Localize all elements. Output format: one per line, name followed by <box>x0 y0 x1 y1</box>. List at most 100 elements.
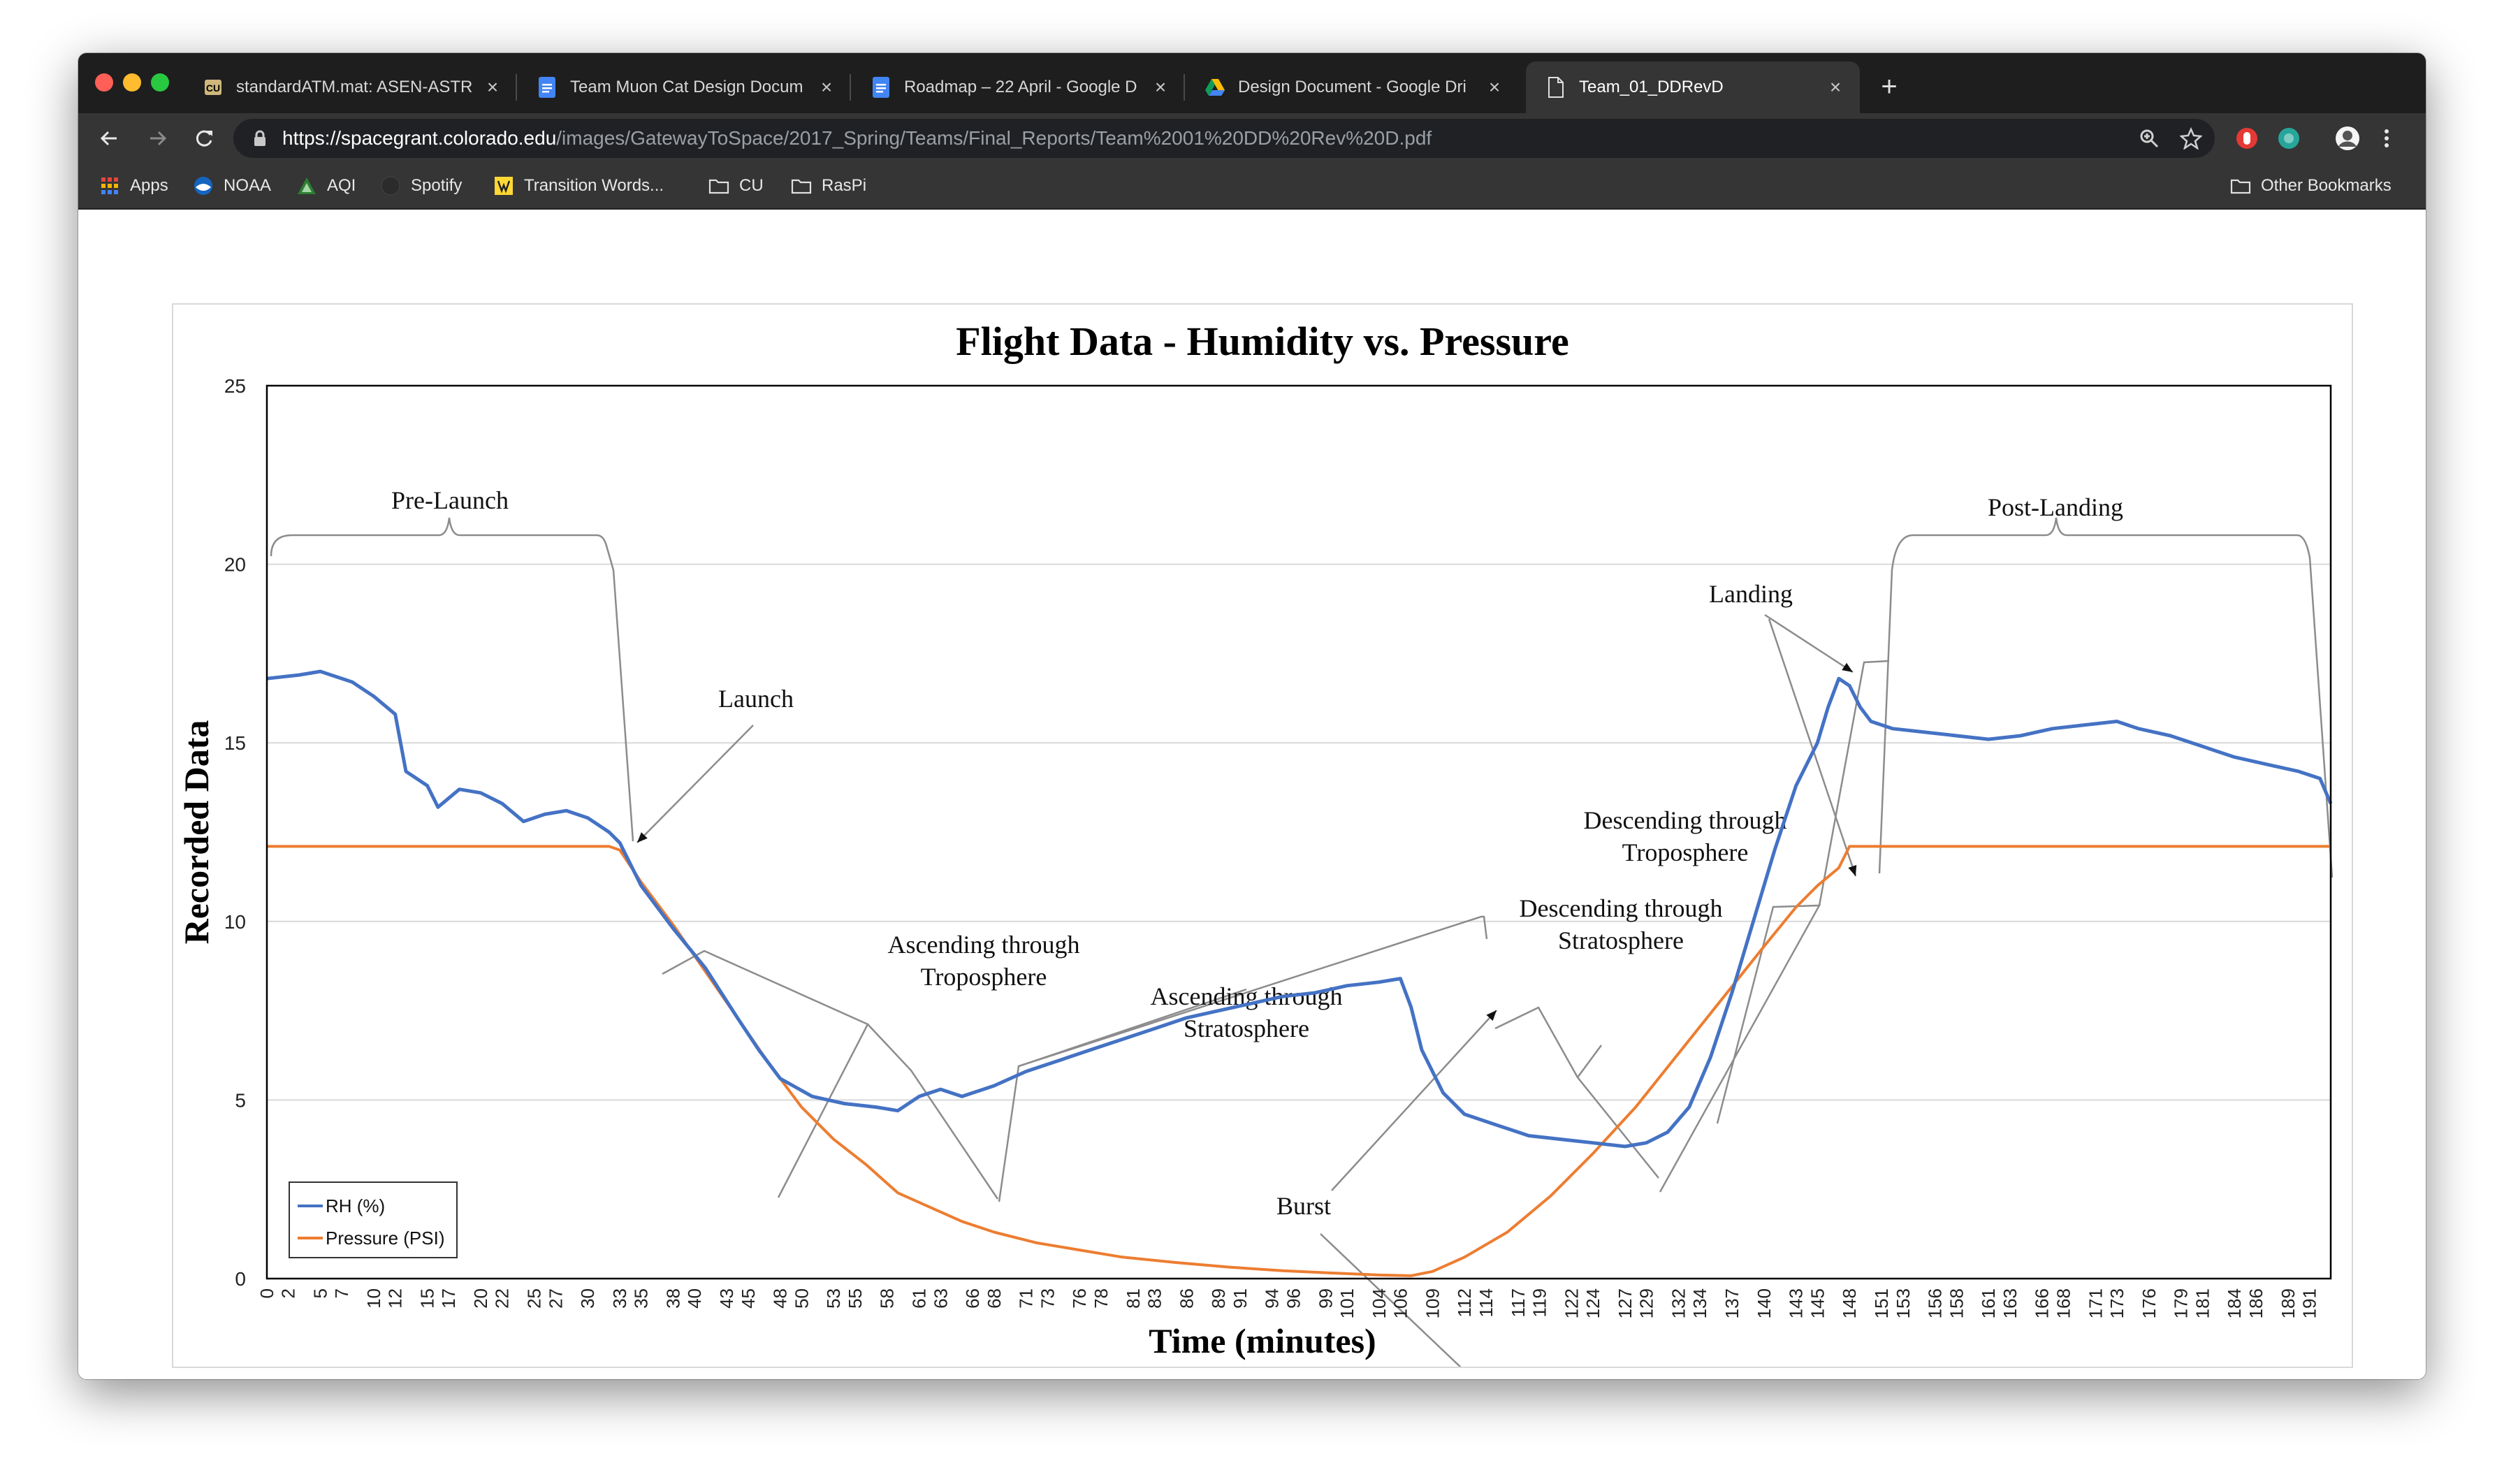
profile-avatar[interactable] <box>2334 124 2361 152</box>
x-tick-label: 73 <box>1037 1288 1058 1309</box>
y-tick-label: 25 <box>224 375 246 397</box>
bookmark-folder-raspi[interactable]: RasPi <box>791 163 866 208</box>
burst-upper-pointer <box>1331 1010 1497 1191</box>
browser-toolbar: https://spacegrant.colorado.edu/images/G… <box>78 113 2426 163</box>
bookmark-apps[interactable]: Apps <box>99 163 168 208</box>
bookmark-transition-words[interactable]: Transition Words... <box>493 163 664 208</box>
bookmark-noaa[interactable]: NOAA <box>193 163 271 208</box>
browser-window: CU standardATM.mat: ASEN-ASTR × Team Muo… <box>78 53 2426 1379</box>
x-tick-label: 7 <box>331 1288 352 1298</box>
x-tick-label: 50 <box>791 1288 812 1309</box>
x-tick-label: 35 <box>631 1288 652 1309</box>
address-bar[interactable]: https://spacegrant.colorado.edu/images/G… <box>233 119 2215 158</box>
annotation-label: Post-Landing <box>1988 493 2123 521</box>
x-tick-label: 166 <box>2032 1288 2053 1318</box>
x-tick-label: 58 <box>877 1288 898 1309</box>
bookmark-spotify[interactable]: Spotify <box>380 163 462 208</box>
x-tick-label: 5 <box>310 1288 331 1298</box>
new-tab-button[interactable]: + <box>1881 71 1898 102</box>
annotation-label: Ascending through Troposphere <box>888 931 1080 991</box>
launch-pointer <box>636 725 754 843</box>
bookmark-folder-cu[interactable]: CU <box>708 163 764 208</box>
x-tick-label: 106 <box>1390 1288 1411 1318</box>
asc-tropo-callout <box>867 1024 999 1200</box>
x-tick-label: 101 <box>1337 1288 1357 1318</box>
back-button[interactable] <box>92 122 126 155</box>
x-tick-label: 189 <box>2278 1288 2299 1318</box>
tab-title: standardATM.mat: ASEN-ASTR <box>236 78 473 96</box>
x-tick-label: 96 <box>1283 1288 1304 1309</box>
extension-red-icon[interactable] <box>2233 124 2261 152</box>
x-tick-label: 86 <box>1176 1288 1197 1309</box>
extension-teal-icon[interactable] <box>2275 124 2303 152</box>
x-tick-label: 114 <box>1476 1288 1497 1317</box>
reload-button[interactable] <box>187 122 221 155</box>
x-tick-label: 61 <box>909 1288 930 1309</box>
close-icon[interactable]: × <box>486 76 499 98</box>
forward-button[interactable] <box>141 122 175 155</box>
google-docs-icon <box>871 77 891 98</box>
y-tick-label: 20 <box>224 554 246 576</box>
bookmark-label: CU <box>739 176 764 195</box>
tab-title: Roadmap – 22 April - Google D <box>904 78 1137 96</box>
back-arrow-icon <box>100 131 117 146</box>
annotation-label-line: Troposphere <box>921 963 1047 991</box>
x-tick-label: 132 <box>1668 1288 1689 1318</box>
x-tick-label: 48 <box>770 1288 791 1309</box>
close-icon[interactable]: × <box>1154 76 1167 98</box>
minimize-window-button[interactable] <box>123 73 141 92</box>
x-tick-label: 163 <box>2000 1288 2021 1318</box>
arrow-head <box>637 832 648 843</box>
tab-team-muon-cat[interactable]: Team Muon Cat Design Docum × <box>517 61 851 113</box>
tab-roadmap[interactable]: Roadmap – 22 April - Google D × <box>851 61 1185 113</box>
x-tick-label: 127 <box>1615 1288 1636 1318</box>
menu-kebab-icon[interactable] <box>2373 124 2401 152</box>
arrow-head <box>1842 662 1853 672</box>
tab-standardatm[interactable]: CU standardATM.mat: ASEN-ASTR × <box>183 61 517 113</box>
chart-legend: RH (%) Pressure (PSI) <box>289 1181 458 1258</box>
tab-design-document[interactable]: Design Document - Google Dri × <box>1185 61 1519 113</box>
bookmark-favicon-icon <box>493 175 514 196</box>
tab-title: Team Muon Cat Design Docum <box>570 78 803 96</box>
x-tick-label: 186 <box>2245 1288 2266 1318</box>
x-tick-label: 40 <box>684 1288 705 1309</box>
x-tick-label: 129 <box>1636 1288 1657 1318</box>
arrow-head <box>1848 865 1857 876</box>
x-tick-label: 10 <box>363 1288 384 1309</box>
annotation-label: Launch <box>718 685 794 713</box>
annotation-label: Descending through Stratosphere <box>1520 894 1723 954</box>
forward-arrow-icon <box>150 131 167 146</box>
x-tick-label: 143 <box>1786 1288 1807 1318</box>
x-tick-label: 45 <box>738 1288 759 1309</box>
tab-team-01-ddrevd[interactable]: Team_01_DDRevD × <box>1526 61 1860 113</box>
x-tick-label: 38 <box>663 1288 684 1309</box>
folder-icon <box>791 175 812 196</box>
bookmark-label: Transition Words... <box>524 176 664 195</box>
x-tick-label: 156 <box>1925 1288 1946 1318</box>
maximize-window-button[interactable] <box>151 73 169 92</box>
x-tick-label: 53 <box>823 1288 844 1309</box>
bookmark-star-icon[interactable] <box>2177 124 2205 152</box>
legend-entry-label: Pressure (PSI) <box>326 1228 445 1249</box>
other-bookmarks-folder[interactable]: Other Bookmarks <box>2230 163 2392 208</box>
zoom-icon[interactable] <box>2135 124 2163 152</box>
noaa-icon <box>193 175 214 196</box>
x-tick-label: 22 <box>492 1288 513 1309</box>
plot-area-border <box>265 384 2332 1280</box>
series-lines <box>266 669 2333 1277</box>
annotation-callouts: Pre-Launch Post-Landing Launch Ascending th… <box>270 486 2334 1379</box>
close-window-button[interactable] <box>95 73 113 92</box>
pdf-viewer[interactable]: Flight Data - Humidity vs. Pressure Pre-… <box>78 210 2426 1379</box>
tab-strip: CU standardATM.mat: ASEN-ASTR × Team Muo… <box>78 53 2426 113</box>
x-tick-label: 158 <box>1946 1288 1967 1318</box>
close-icon[interactable]: × <box>820 76 833 98</box>
x-tick-label: 151 <box>1871 1288 1892 1318</box>
close-icon[interactable]: × <box>1488 76 1501 98</box>
x-tick-label: 191 <box>2299 1288 2320 1318</box>
x-tick-label: 181 <box>2192 1288 2213 1318</box>
x-tick-label: 137 <box>1722 1288 1742 1318</box>
bookmark-aqi[interactable]: AQI <box>296 163 356 208</box>
close-icon[interactable]: × <box>1829 76 1842 98</box>
x-tick-label: 119 <box>1529 1288 1550 1317</box>
legend-entry-label: RH (%) <box>326 1195 385 1216</box>
